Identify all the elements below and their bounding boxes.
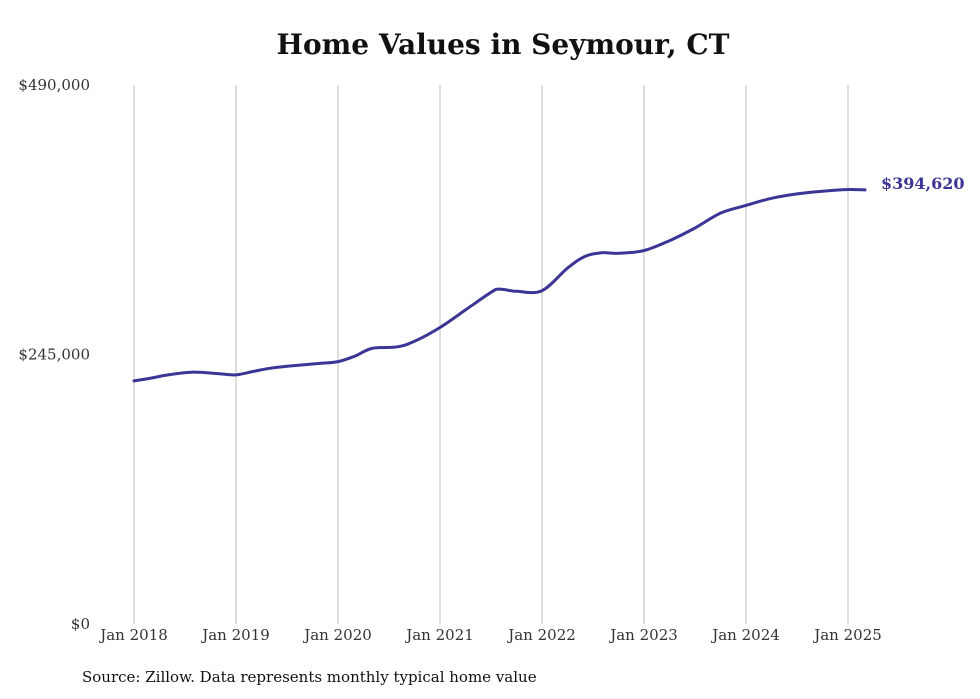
gridlines [133,85,849,624]
x-tick-label: Jan 2024 [710,626,780,644]
series-layer: $394,620 [132,174,965,383]
x-tick-label: Jan 2023 [608,626,678,644]
y-tick-label: $490,000 [18,76,90,94]
end-value-label: $394,620 [881,174,965,193]
y-axis: $0 $245,000 $490,000 [18,76,90,633]
x-tick-label: Jan 2021 [404,626,474,644]
x-tick-label: Jan 2022 [506,626,576,644]
y-tick-label: $0 [71,615,90,633]
x-axis: Jan 2018 Jan 2019 Jan 2020 Jan 2021 Jan 2022… [98,626,882,644]
x-tick-label: Jan 2018 [98,626,168,644]
y-tick-label: $245,000 [18,346,90,364]
x-tick-label: Jan 2025 [812,626,882,644]
series-line [132,187,867,383]
x-tick-label: Jan 2020 [302,626,372,644]
chart-title: Home Values in Seymour, CT [276,28,730,61]
source-note: Source: Zillow. Data represents monthly … [82,668,537,686]
x-tick-label: Jan 2019 [200,626,270,644]
